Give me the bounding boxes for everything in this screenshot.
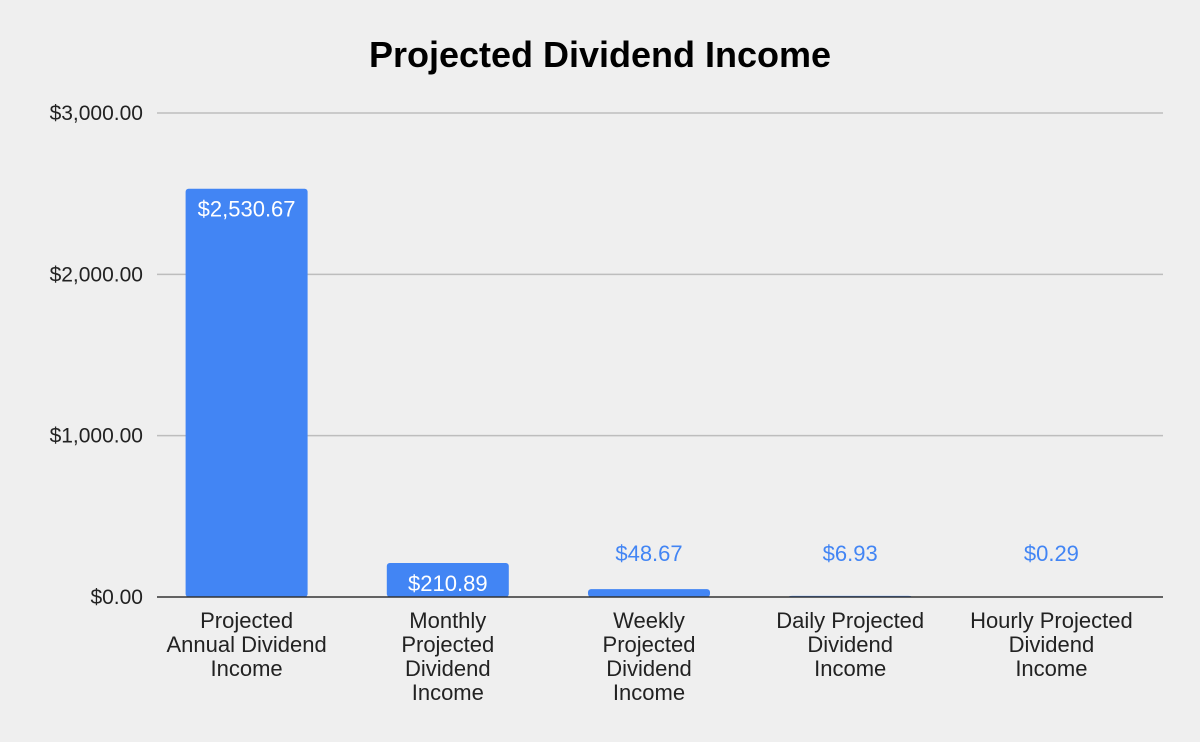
x-tick-label-line: Income xyxy=(612,680,686,705)
x-tick-label-line: Projected xyxy=(602,632,696,657)
x-tick-label-line: Annual Dividend xyxy=(166,632,327,657)
x-tick-label-line: Dividend xyxy=(404,656,491,681)
x-tick-label-line: Dividend xyxy=(807,632,893,657)
x-tick-label: Daily Projected Dividend Income xyxy=(755,609,945,681)
chart-title: Projected Dividend Income xyxy=(368,34,832,75)
x-tick-label: Projected Annual Dividend Income xyxy=(152,609,342,681)
x-tick-label-line: Weekly xyxy=(613,608,685,633)
bar xyxy=(588,589,710,597)
bar xyxy=(386,562,509,597)
data-label: $6.93 xyxy=(823,541,878,566)
y-tick-label: $1,000.00 xyxy=(50,425,143,448)
x-tick-label-line: Hourly Projected xyxy=(970,608,1133,633)
x-tick-label-line: Projected xyxy=(200,608,294,633)
x-tick-label: Monthly Projected Dividend Income xyxy=(353,609,543,705)
x-tick-label-line: Projected xyxy=(401,632,495,657)
x-tick-label-line: Monthly xyxy=(409,608,487,633)
x-tick-label-line: Income xyxy=(210,656,283,681)
data-label: $2,530.67 xyxy=(198,197,296,222)
x-tick-label-line: Daily Projected xyxy=(776,608,925,633)
x-tick-label-line: Income xyxy=(814,656,887,681)
x-tick-label-line: Income xyxy=(411,680,484,705)
bar xyxy=(185,188,308,597)
y-tick-label: $3,000.00 xyxy=(50,102,143,125)
x-tick-label-line: Dividend xyxy=(1008,632,1095,657)
y-tick-label: $0.00 xyxy=(90,586,143,609)
data-label: $48.67 xyxy=(615,541,682,566)
x-tick-label-line: Income xyxy=(1015,656,1088,681)
y-tick-label: $2,000.00 xyxy=(50,263,143,286)
x-tick-label-line: Dividend xyxy=(606,656,692,681)
data-label: $210.89 xyxy=(408,571,488,596)
x-tick-label: Hourly Projected Dividend Income xyxy=(956,609,1146,681)
data-label: $0.29 xyxy=(1024,541,1079,566)
x-tick-label: Weekly Projected Dividend Income xyxy=(554,609,744,705)
